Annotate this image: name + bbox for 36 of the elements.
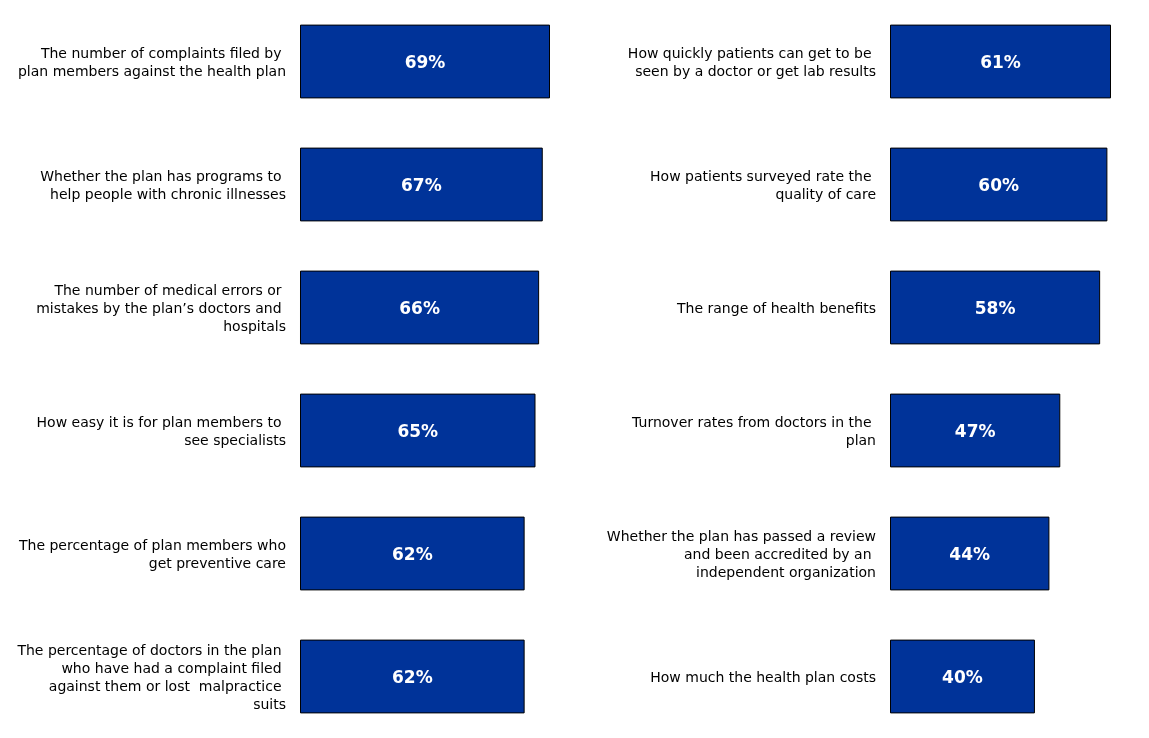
bar — [300, 270, 540, 345]
y-tick-label: Whether the plan has passed a review and been accredited by an independent organization — [606, 527, 876, 580]
y-tick-label: How patients surveyed rate the quality of care — [650, 167, 876, 202]
y-tick-label: How much the health plan costs — [650, 668, 876, 685]
bar — [300, 147, 543, 222]
bar — [300, 516, 525, 591]
data-label: 65% — [397, 420, 439, 441]
bar — [300, 639, 525, 714]
y-tick-label: The number of medical errors or mistakes by the plan’s doctors and hospitals — [36, 281, 286, 334]
data-label: 47% — [954, 420, 996, 441]
bar — [890, 24, 1112, 99]
bar — [890, 393, 1061, 468]
data-label: 40% — [942, 666, 983, 687]
data-label: 60% — [978, 174, 1020, 195]
y-tick-label: Turnover rates from doctors in the plan — [631, 413, 876, 448]
y-tick-label: Whether the plan has programs to help people with chronic illnesses — [40, 167, 286, 202]
data-label: 44% — [949, 543, 991, 564]
y-tick-label: How easy it is for plan members to see specialists — [36, 413, 286, 448]
bar — [300, 24, 550, 99]
bar — [890, 516, 1050, 591]
bar — [890, 147, 1108, 222]
bar — [890, 639, 1035, 714]
data-label: 61% — [980, 51, 1021, 72]
data-label: 62% — [391, 666, 433, 687]
bar — [300, 393, 536, 468]
y-tick-label: The range of health benefits — [676, 299, 876, 316]
data-label: 66% — [399, 297, 440, 318]
y-tick-label: How quickly patients can get to be seen by a doctor or get lab results — [627, 44, 876, 79]
y-tick-label: The number of complaints filed by plan members against the health plan — [17, 44, 286, 79]
data-label: 69% — [404, 51, 446, 72]
y-tick-label: The percentage of plan members who get preventive care — [17, 536, 286, 571]
y-tick-label: The percentage of doctors in the plan who have had a complaint filed against them or lost malpractice suits — [16, 641, 286, 712]
data-label: 67% — [401, 174, 442, 195]
bar — [890, 270, 1101, 345]
data-label: 58% — [974, 297, 1016, 318]
data-label: 62% — [391, 543, 433, 564]
